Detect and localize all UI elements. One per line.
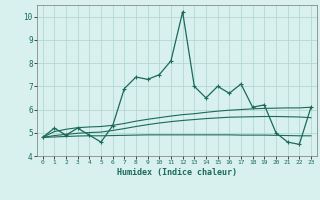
X-axis label: Humidex (Indice chaleur): Humidex (Indice chaleur)	[117, 168, 237, 177]
